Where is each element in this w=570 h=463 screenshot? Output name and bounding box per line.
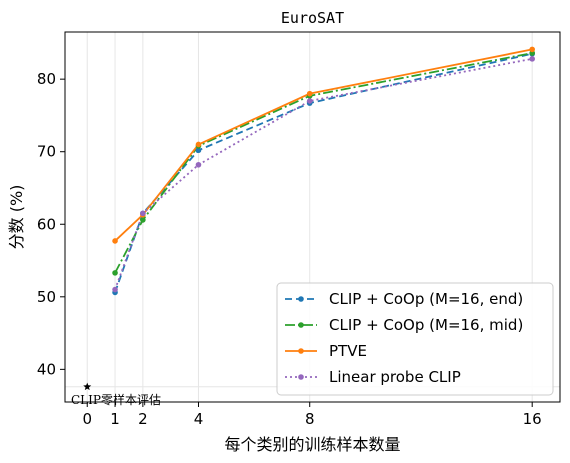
markers xyxy=(83,46,535,391)
y-tick-label: 40 xyxy=(37,360,56,378)
legend-swatch-marker xyxy=(298,348,304,354)
y-axis-label: 分数 (%) xyxy=(7,185,26,250)
legend-swatch-marker xyxy=(298,322,304,328)
data-point xyxy=(112,238,118,244)
y-tick-label: 70 xyxy=(37,143,56,161)
zero-shot-label: CLIP零样本评估 xyxy=(71,392,161,407)
legend-box xyxy=(276,282,554,396)
x-tick-label: 0 xyxy=(82,410,92,428)
legend-swatch-marker xyxy=(298,374,304,380)
y-tick-label: 50 xyxy=(37,288,56,306)
x-tick-label: 8 xyxy=(305,410,315,428)
x-ticks: 0 1 2 4 8 16 xyxy=(82,402,542,428)
data-point xyxy=(529,56,535,62)
zero-shot-star xyxy=(83,382,92,391)
x-tick-label: 16 xyxy=(523,410,542,428)
legend-label: CLIP + CoOp (M=16, mid) xyxy=(329,316,523,334)
x-tick-label: 2 xyxy=(138,410,148,428)
legend-swatch-marker xyxy=(298,296,304,302)
legend-label: Linear probe CLIP xyxy=(329,368,461,386)
data-point xyxy=(306,90,313,97)
legend-label: CLIP + CoOp (M=16, end) xyxy=(329,290,523,308)
x-axis-label: 每个类别的训练样本数量 xyxy=(224,435,400,454)
x-tick-label: 4 xyxy=(194,410,204,428)
data-point xyxy=(306,98,313,104)
data-point xyxy=(140,210,146,217)
x-tick-label: 1 xyxy=(110,410,120,428)
data-point xyxy=(195,147,202,154)
data-point xyxy=(112,270,118,276)
legend-label: PTVE xyxy=(329,342,367,360)
data-point xyxy=(112,286,118,293)
y-ticks: 40 50 60 70 80 xyxy=(37,70,65,378)
data-point xyxy=(195,141,202,148)
y-tick-label: 60 xyxy=(37,215,56,233)
y-tick-label: 80 xyxy=(37,70,56,88)
plot-frame xyxy=(64,31,561,403)
data-point xyxy=(529,46,535,53)
data-point xyxy=(140,217,146,223)
chart-title: EuroSAT xyxy=(281,9,344,27)
legend: CLIP + CoOp (M=16, end) CLIP + CoOp (M=16… xyxy=(276,282,554,396)
data-point xyxy=(195,161,202,168)
